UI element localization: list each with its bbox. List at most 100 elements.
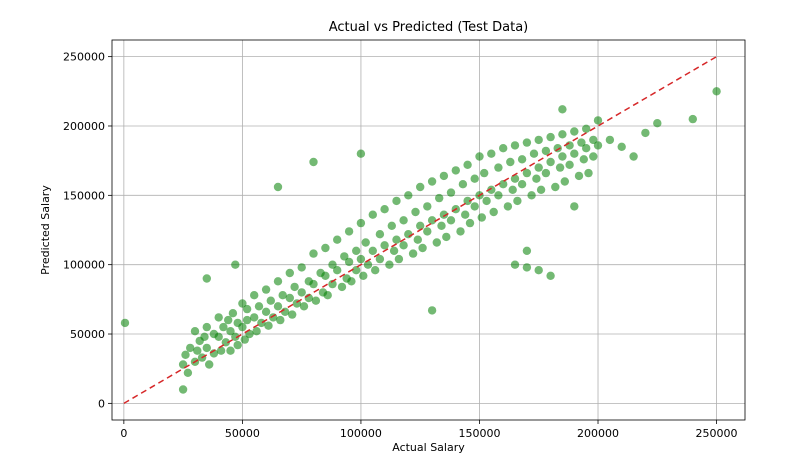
scatter-point xyxy=(242,315,252,325)
scatter-point xyxy=(404,191,413,200)
scatter-point xyxy=(487,149,496,158)
scatter-point xyxy=(392,196,401,206)
scatter-point xyxy=(560,177,569,186)
scatter-point xyxy=(181,350,190,359)
scatter-point xyxy=(254,302,264,311)
scatter-point xyxy=(477,213,486,222)
reference-line xyxy=(123,55,717,405)
scatter-point xyxy=(340,252,349,261)
y-tick-label: 100000 xyxy=(63,259,105,272)
scatter-point xyxy=(522,168,532,178)
scatter-point xyxy=(413,235,422,244)
scatter-point xyxy=(186,343,195,353)
scatter-point xyxy=(582,124,591,133)
scatter-point xyxy=(344,257,354,267)
scatter-point xyxy=(214,313,223,322)
y-tick-label: 150000 xyxy=(63,189,105,202)
scatter-point xyxy=(252,327,261,336)
scatter-point xyxy=(641,128,650,138)
scatter-point xyxy=(356,254,366,264)
scatter-point xyxy=(226,327,235,336)
scatter-point xyxy=(321,271,330,280)
scatter-point xyxy=(522,138,532,147)
scatter-point xyxy=(570,149,579,158)
scatter-point xyxy=(589,152,598,161)
scatter-point xyxy=(432,238,441,247)
scatter-point xyxy=(499,144,508,153)
scatter-point xyxy=(190,327,200,336)
scatter-point xyxy=(494,163,503,172)
scatter-point xyxy=(371,266,380,275)
scatter-point xyxy=(418,243,427,253)
scatter-point xyxy=(551,182,560,192)
scatter-point xyxy=(565,141,574,150)
scatter-point xyxy=(546,157,555,167)
y-tick-label: 250000 xyxy=(63,51,105,64)
scatter-point xyxy=(250,291,259,300)
scatter-point xyxy=(328,260,337,269)
scatter-point xyxy=(577,138,586,147)
x-tick-label: 250000 xyxy=(696,427,738,440)
scatter-point xyxy=(224,315,233,325)
scatter-point xyxy=(273,277,283,286)
x-tick-label: 50000 xyxy=(225,427,260,440)
scatter-point xyxy=(508,185,517,194)
points-layer xyxy=(120,87,721,394)
scatter-point xyxy=(584,168,593,178)
y-tick-label: 200000 xyxy=(63,120,105,133)
scatter-point xyxy=(688,114,697,124)
scatter-point xyxy=(463,196,472,206)
scatter-point xyxy=(532,174,541,183)
scatter-point xyxy=(416,182,425,192)
scatter-point xyxy=(574,171,584,181)
scatter-point xyxy=(352,246,361,255)
scatter-point xyxy=(276,315,285,325)
scatter-point xyxy=(558,105,567,114)
scatter-point xyxy=(522,246,532,255)
scatter-point xyxy=(513,196,522,206)
scatter-point xyxy=(408,249,418,258)
scatter-point xyxy=(541,168,551,178)
scatter-point xyxy=(579,155,588,164)
scatter-point xyxy=(480,168,489,178)
scatter-point xyxy=(361,238,370,247)
scatter-point xyxy=(617,142,626,151)
scatter-point xyxy=(214,332,223,341)
scatter-point xyxy=(463,160,472,169)
scatter-point xyxy=(555,163,565,172)
y-tick-label: 50000 xyxy=(70,328,105,341)
scatter-point xyxy=(202,343,211,353)
scatter-point xyxy=(437,221,446,230)
scatter-point xyxy=(297,263,306,272)
scatter-point xyxy=(534,266,543,275)
scatter-point xyxy=(461,210,470,219)
scatter-point xyxy=(363,260,373,269)
scatter-point xyxy=(435,193,444,203)
scatter-point xyxy=(423,227,432,236)
scatter-point xyxy=(416,221,425,230)
scatter-point xyxy=(558,152,567,161)
scatter-point xyxy=(238,299,247,308)
scatter-point xyxy=(546,271,555,280)
scatter-point xyxy=(387,221,396,230)
scatter-point xyxy=(120,318,130,328)
scatter-point xyxy=(205,360,214,369)
scatter-point xyxy=(482,196,491,206)
scatter-point xyxy=(536,185,546,194)
scatter-point xyxy=(290,282,299,292)
y-tick-label: 0 xyxy=(98,397,105,410)
scatter-point xyxy=(456,227,465,236)
scatter-point xyxy=(529,149,539,158)
scatter-point xyxy=(546,132,555,142)
x-tick-label: 200000 xyxy=(577,427,619,440)
scatter-point xyxy=(264,321,273,330)
y-axis-label: Predicted Salary xyxy=(39,185,52,275)
scatter-point xyxy=(233,340,242,350)
scatter-point xyxy=(423,202,432,211)
scatter-point xyxy=(328,279,337,289)
scatter-point xyxy=(183,368,193,377)
scatter-point xyxy=(451,166,460,175)
scatter-point xyxy=(202,274,211,283)
scatter-point xyxy=(193,346,202,355)
